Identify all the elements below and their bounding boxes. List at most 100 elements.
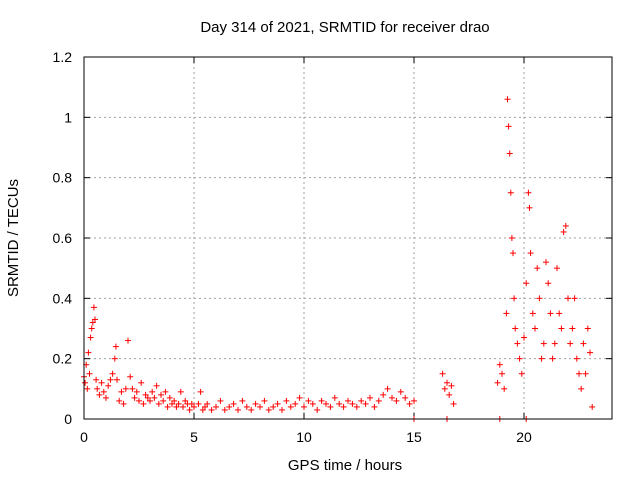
data-point [188,400,195,407]
data-point [514,340,521,347]
data-point [305,397,312,404]
data-point [96,391,103,398]
data-point [296,394,303,401]
data-point [131,394,138,401]
data-point [105,382,112,389]
data-point [565,295,571,302]
data-point [92,316,98,323]
data-point [129,385,136,392]
data-point [549,355,556,362]
data-point [221,406,228,413]
data-point [248,406,255,413]
data-point [503,310,510,317]
data-point [448,382,455,389]
data-point [444,379,450,386]
data-point [309,400,316,407]
data-point [226,403,233,410]
series-srmtid [81,96,596,422]
data-point [230,400,237,407]
data-point [571,295,578,302]
data-point [576,370,582,377]
chart-title: Day 314 of 2021, SRMTID for receiver dra… [200,19,489,36]
data-point [573,355,580,362]
data-point [116,397,123,404]
data-point [118,388,125,395]
data-point [171,397,178,404]
data-point [140,400,147,407]
data-point [529,310,536,317]
data-point [578,385,585,392]
data-point [353,403,360,410]
data-point [358,397,365,404]
data-point [397,388,404,395]
y-tick-label: 1.2 [53,49,73,65]
data-point [147,397,153,404]
data-point [446,391,453,398]
data-point [589,403,596,410]
data-point [125,337,131,344]
data-point [204,400,211,407]
data-point [523,280,530,287]
data-point [384,385,391,392]
data-point [84,385,91,392]
data-point [265,406,272,413]
data-point [560,228,567,235]
data-point [327,403,334,410]
data-point [114,376,120,383]
data-point [120,400,127,407]
data-point [155,400,162,407]
data-point [501,385,508,392]
data-point [371,403,378,410]
grid [84,57,612,419]
data-point [287,403,294,410]
data-point [336,400,343,407]
data-point [243,403,250,410]
data-point [197,388,204,395]
data-point [274,400,281,407]
data-point [142,391,149,398]
data-point [166,394,173,401]
x-tick-label: 0 [80,429,88,445]
data-point [86,370,93,377]
data-point [235,406,241,413]
y-tick-label: 0.6 [53,230,73,246]
x-tick-label: 20 [516,429,532,445]
data-point [239,397,246,404]
x-tick-labels: 0 5 10 15 20 [80,429,532,445]
data-point [103,394,109,401]
data-point [536,295,543,302]
data-point [252,400,259,407]
data-point [112,343,119,350]
data-point [257,403,263,410]
data-point [301,403,307,410]
data-point [153,382,160,389]
data-point [158,391,164,398]
data-point [556,310,563,317]
data-point [202,403,208,410]
data-point [562,222,569,229]
data-point [169,400,175,407]
data-point [494,379,501,386]
data-point [133,388,140,395]
data-point [516,355,523,362]
data-point [261,397,268,404]
data-point [151,394,158,401]
data-point [506,150,513,157]
data-point [525,189,532,196]
data-point [532,325,538,332]
data-point [567,340,574,347]
data-point [505,123,512,130]
x-tick-label: 5 [190,429,198,445]
data-point [87,334,94,341]
data-point [173,403,180,410]
data-point [508,235,515,241]
data-point [175,400,182,407]
data-point [441,385,448,392]
data-point [554,265,560,272]
data-point [496,361,503,368]
data-point [107,376,114,383]
y-tick-label: 0 [64,411,72,427]
data-point [182,397,189,404]
